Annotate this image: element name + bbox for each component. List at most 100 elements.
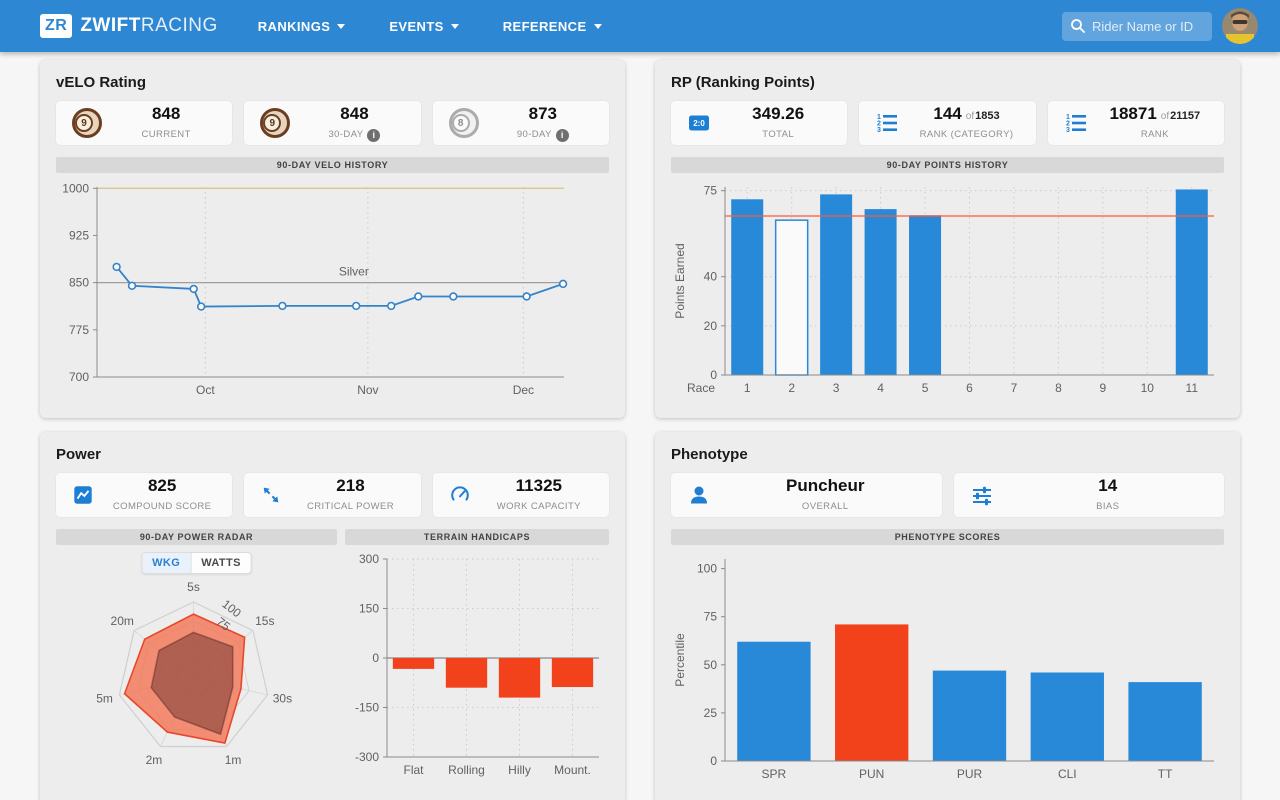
dashboard-grid: vELO Rating 9 848 CURRENT 9 848 30-DAY i… <box>0 52 1280 800</box>
velo-90day-badge-icon: 8 <box>448 108 479 138</box>
svg-text:1: 1 <box>744 381 751 395</box>
power-radar-header: 90-DAY POWER RADAR <box>56 529 337 545</box>
svg-text:75: 75 <box>704 184 718 198</box>
svg-text:8: 8 <box>1055 381 1062 395</box>
power-radar-section: WKG WATTS 5s 15s 30s 1m 2m 5m 20m 100 75 <box>56 549 337 792</box>
info-icon[interactable]: i <box>555 128 569 142</box>
info-icon[interactable]: i <box>367 128 381 142</box>
svg-text:700: 700 <box>69 370 89 384</box>
search-input[interactable] <box>1062 11 1212 41</box>
svg-text:5: 5 <box>922 381 929 395</box>
rp-rank-category-stat: 1 2 3 144 of1853 RANK (CATEGORY) <box>859 101 1036 145</box>
svg-text:Race: Race <box>687 381 715 395</box>
svg-text:100: 100 <box>697 562 717 576</box>
avatar[interactable] <box>1222 8 1258 44</box>
wkg-toggle-button[interactable]: WKG <box>142 553 192 573</box>
watts-toggle-button[interactable]: WATTS <box>201 557 241 569</box>
velo-30day-stat: 9 848 30-DAY i <box>244 101 421 145</box>
nav-rankings[interactable]: RANKINGS <box>258 19 346 34</box>
svg-text:25: 25 <box>704 706 718 720</box>
search-icon <box>1071 18 1085 33</box>
svg-text:4: 4 <box>877 381 884 395</box>
numbered-list-icon: 1 2 3 <box>875 111 899 135</box>
points-history-chart: 0 20 40 75 1 2 3 4 5 6 7 8 9 10 11 Race Points Earned <box>673 184 1214 395</box>
svg-text:6: 6 <box>966 381 973 395</box>
rp-total-stat: 2:0 349.26 TOTAL <box>671 101 848 145</box>
svg-text:15s: 15s <box>255 614 274 628</box>
svg-text:2: 2 <box>877 121 881 128</box>
svg-text:1m: 1m <box>225 753 242 767</box>
velo-history-header: 90-DAY VELO HISTORY <box>56 157 609 173</box>
critical-power-stat: 218 CRITICAL POWER <box>244 473 421 517</box>
power-card: Power 825 COMPOUND SCORE 218 CRITIC <box>40 432 625 800</box>
terrain-handicaps-chart: 300 150 0 -150 -300 Flat Rolling Hilly Mount. <box>355 552 599 777</box>
zr-logo[interactable]: ZR <box>40 14 73 38</box>
person-icon <box>687 483 711 507</box>
chevron-down-icon <box>593 23 602 29</box>
svg-text:50: 50 <box>704 658 718 672</box>
radar-unit-toggle: WKG WATTS <box>141 552 252 574</box>
brand-title[interactable]: ZWIFTRACING <box>80 15 218 36</box>
velo-history-chart: Oct Nov Dec 700 775 850 925 1000 Silver <box>62 181 568 397</box>
rp-card: RP (Ranking Points) 2:0 349.26 TOTAL 1 2… <box>655 60 1240 418</box>
svg-text:-150: -150 <box>355 701 379 715</box>
work-capacity-stat: 11325 WORK CAPACITY <box>432 473 609 517</box>
svg-text:300: 300 <box>359 552 379 566</box>
velo-card-title: vELO Rating <box>56 74 147 91</box>
phenotype-card-title: Phenotype <box>671 446 748 463</box>
svg-text:Nov: Nov <box>357 383 378 397</box>
chart-box-icon <box>72 484 94 506</box>
svg-text:Percentile: Percentile <box>673 633 687 687</box>
tune-sliders-icon <box>970 483 994 507</box>
gauge-icon <box>449 484 471 506</box>
svg-text:40: 40 <box>704 270 718 284</box>
svg-text:2m: 2m <box>146 753 163 767</box>
svg-text:30s: 30s <box>273 691 292 705</box>
svg-text:2: 2 <box>1066 121 1070 128</box>
svg-text:5s: 5s <box>187 580 200 594</box>
svg-text:0: 0 <box>710 368 717 382</box>
svg-text:20m: 20m <box>111 614 134 628</box>
svg-text:3: 3 <box>833 381 840 395</box>
navbar: ZR ZWIFTRACING RANKINGS EVENTS REFERENCE <box>0 0 1280 52</box>
svg-text:PUN: PUN <box>859 767 884 781</box>
svg-text:SPR: SPR <box>762 767 787 781</box>
svg-text:Oct: Oct <box>196 383 215 397</box>
nav-events[interactable]: EVENTS <box>389 19 459 34</box>
svg-text:Silver: Silver <box>339 265 369 279</box>
svg-text:1000: 1000 <box>62 181 89 195</box>
svg-text:20: 20 <box>704 319 718 333</box>
svg-text:2:0: 2:0 <box>693 119 705 128</box>
svg-text:0: 0 <box>710 754 717 768</box>
nav-reference[interactable]: REFERENCE <box>503 19 602 34</box>
scoreboard-icon: 2:0 <box>687 111 711 135</box>
numbered-list-icon: 1 2 3 <box>1064 111 1088 135</box>
svg-text:1: 1 <box>1066 114 1070 121</box>
svg-text:CLI: CLI <box>1058 767 1077 781</box>
svg-text:3: 3 <box>1066 127 1070 134</box>
svg-text:-300: -300 <box>355 750 379 764</box>
svg-text:75: 75 <box>704 610 718 624</box>
svg-text:1: 1 <box>877 114 881 121</box>
velo-90day-stat: 8 873 90-DAY i <box>432 101 609 145</box>
chevron-down-icon <box>337 23 346 29</box>
power-card-title: Power <box>56 446 102 463</box>
avatar-image <box>1222 8 1258 44</box>
svg-text:Hilly: Hilly <box>508 763 531 777</box>
svg-text:0: 0 <box>372 651 379 665</box>
svg-text:Dec: Dec <box>513 383 534 397</box>
phenotype-card: Phenotype Puncheur OVERALL 14 BIA <box>655 432 1240 800</box>
phenotype-overall-stat: Puncheur OVERALL <box>671 473 942 517</box>
svg-text:9: 9 <box>1100 381 1107 395</box>
phenotype-bias-stat: 14 BIAS <box>953 473 1224 517</box>
svg-text:10: 10 <box>1141 381 1155 395</box>
svg-text:Rolling: Rolling <box>448 763 485 777</box>
compound-score-stat: 825 COMPOUND SCORE <box>56 473 233 517</box>
svg-text:5m: 5m <box>96 691 113 705</box>
svg-text:925: 925 <box>69 228 89 242</box>
svg-text:150: 150 <box>359 602 379 616</box>
velo-current-stat: 9 848 CURRENT <box>56 101 233 145</box>
terrain-handicaps-header: TERRAIN HANDICAPS <box>345 529 609 545</box>
phenotype-scores-header: PHENOTYPE SCORES <box>671 529 1224 545</box>
